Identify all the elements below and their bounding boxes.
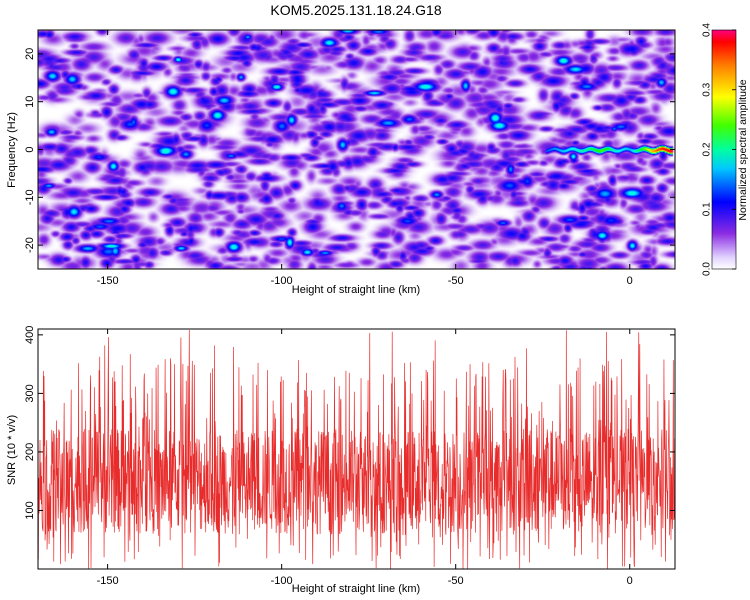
spectrogram-x-tick-label: -100	[271, 275, 293, 287]
snr-y-label: SNR (10 * v/v)	[6, 415, 18, 485]
snr-y-ticks: 400 300 200 100	[24, 326, 675, 520]
snr-x-tick-label: 0	[627, 575, 633, 587]
snr-x-label: Height of straight line (km)	[292, 583, 420, 595]
snr-frame	[37, 328, 676, 570]
chart-title: KOM5.2025.131.18.24.G18	[270, 2, 441, 18]
spectrogram-y-label: Frequency (Hz)	[6, 112, 18, 188]
spectrogram-y-tick-label: -20	[24, 237, 36, 253]
snr-x-tick-label: -50	[448, 575, 464, 587]
spectrogram-y-ticks: 20 10 0 -10 -20	[24, 48, 675, 253]
spectrogram-y-tick-label: 20	[24, 48, 36, 60]
snr-x-ticks: -150 -100 -50 0	[97, 329, 633, 587]
colorbar-tick-label: 0.0	[702, 262, 713, 276]
colorbar-ticks: 0.0 0.1 0.2 0.3 0.4	[702, 23, 736, 276]
snr-x-tick-label: -100	[271, 575, 293, 587]
snr-series-line	[38, 329, 675, 569]
spectrogram-heatmap	[38, 30, 675, 269]
colorbar-tick-label: 0.4	[702, 23, 713, 37]
spectrogram-x-label: Height of straight line (km)	[292, 284, 420, 296]
spectrogram-x-ticks: -150 -100 -50 0	[97, 30, 633, 287]
colorbar-tick-label: 0.3	[702, 82, 713, 96]
colorbar: 0.0 0.1 0.2 0.3 0.4 Normalized spectral ampl…	[702, 23, 750, 276]
snr-y-tick-label: 200	[24, 443, 36, 461]
snr-y-tick-label: 300	[24, 384, 36, 402]
snr-panel: -150 -100 -50 0 400 300 200 100 Height of stra…	[6, 326, 676, 595]
snr-y-tick-label: 400	[24, 326, 36, 344]
snr-x-tick-label: -150	[97, 575, 119, 587]
spectrogram-x-tick-label: 0	[627, 275, 633, 287]
spectrogram-x-tick-label: -50	[448, 275, 464, 287]
spectrogram-y-tick-label: 0	[24, 146, 36, 152]
colorbar-label: Normalized spectral amplitude	[737, 79, 749, 220]
colorbar-tick-label: 0.2	[702, 142, 713, 156]
spectrogram-y-tick-label: -10	[24, 189, 36, 205]
spectrogram-y-tick-label: 10	[24, 96, 36, 108]
colorbar-tick-label: 0.1	[702, 202, 713, 216]
spectrogram-panel: -150 -100 -50 0 20 10 0 -10 -20 Height of strai…	[6, 29, 676, 296]
spectrogram-x-tick-label: -150	[97, 275, 119, 287]
snr-y-tick-label: 100	[24, 501, 36, 519]
